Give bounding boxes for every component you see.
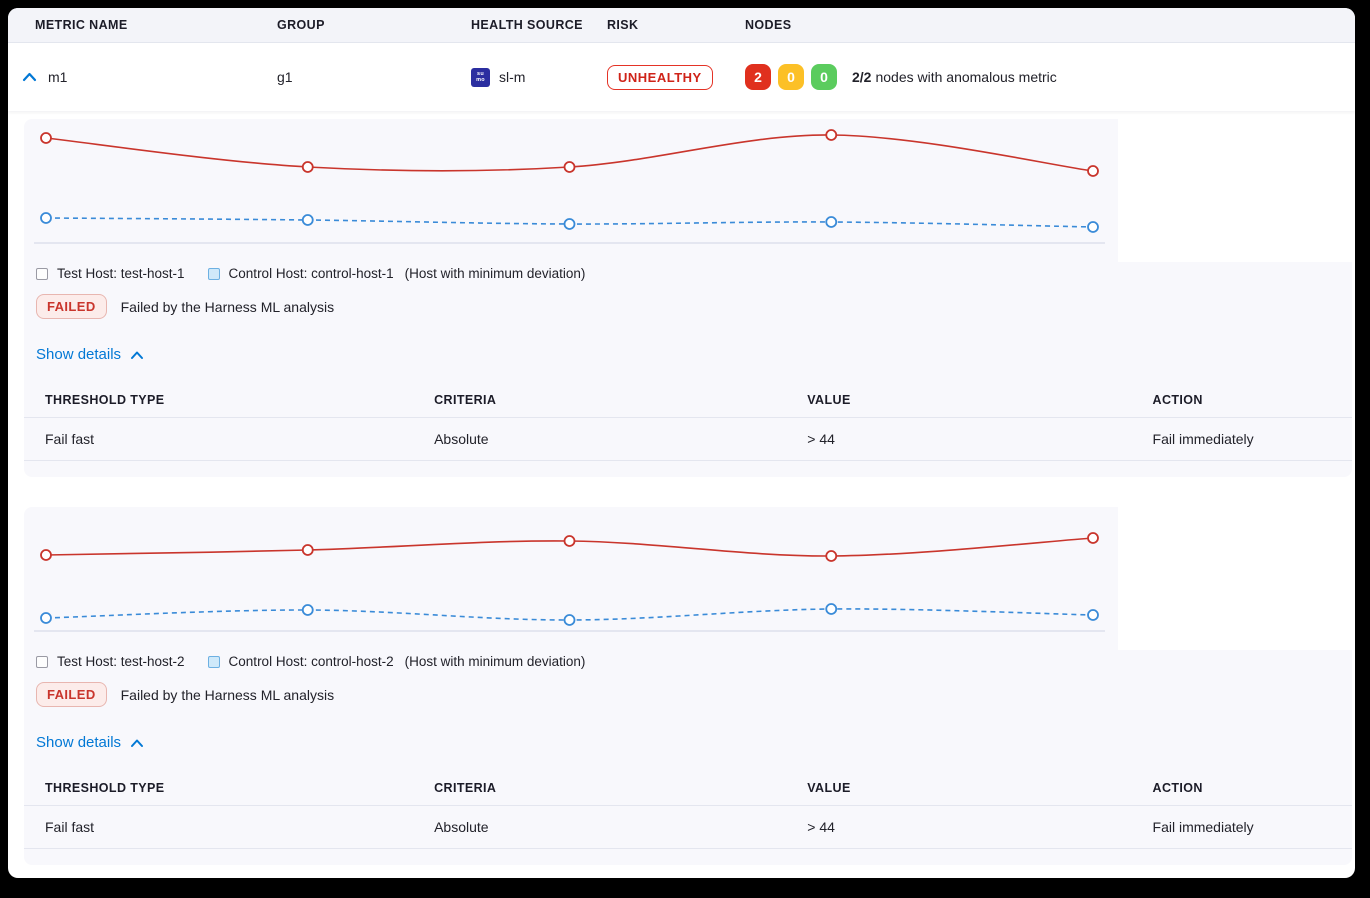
- metric-row: m1 g1 su mo sl-m UNHEALTHY 2 0 0 2/2 node…: [8, 43, 1355, 111]
- test-host-legend-label: Test Host: test-host-1: [57, 266, 185, 281]
- control-host-legend-checkbox[interactable]: [207, 655, 220, 668]
- criteria-value: Absolute: [434, 819, 489, 835]
- control-host-legend-checkbox[interactable]: [207, 267, 220, 280]
- threshold-type-header: THRESHOLD TYPE: [45, 392, 165, 407]
- show-details-toggle-2[interactable]: Show details: [36, 734, 1352, 751]
- node-count-badge-healthy: 0: [811, 64, 837, 90]
- chart-legend-1: Test Host: test-host-1 Control Host: con…: [36, 266, 1352, 281]
- analysis-status-row-2: FAILED Failed by the Harness ML analysis: [36, 682, 1352, 707]
- show-details-toggle-1[interactable]: Show details: [36, 346, 1352, 363]
- failed-status-badge: FAILED: [36, 682, 107, 707]
- column-header-group: GROUP: [277, 18, 325, 32]
- timeseries-chart-1[interactable]: [24, 119, 1105, 259]
- threshold-type-value: Fail fast: [45, 819, 95, 835]
- collapse-details-chevron-icon[interactable]: [130, 738, 144, 748]
- metric-name-value: m1: [48, 69, 68, 85]
- threshold-table-header: THRESHOLD TYPE CRITERIA VALUE ACTION: [24, 382, 1352, 418]
- risk-status-badge: UNHEALTHY: [607, 64, 713, 90]
- value-header: VALUE: [807, 780, 851, 795]
- criteria-value: Absolute: [434, 431, 489, 447]
- collapse-chevron-icon[interactable]: [22, 71, 37, 83]
- column-header-health-source: HEALTH SOURCE: [471, 18, 583, 32]
- value-value: > 44: [807, 431, 835, 447]
- action-value: Fail immediately: [1152, 819, 1254, 835]
- node-analysis-section-2: Test Host: test-host-2 Control Host: con…: [24, 507, 1352, 865]
- minimum-deviation-note: (Host with minimum deviation): [404, 266, 586, 281]
- analysis-reason-text: Failed by the Harness ML analysis: [120, 298, 335, 315]
- criteria-header: CRITERIA: [434, 780, 497, 795]
- action-value: Fail immediately: [1152, 431, 1254, 447]
- control-host-legend-label: Control Host: control-host-1: [228, 266, 394, 281]
- threshold-table-2: THRESHOLD TYPE CRITERIA VALUE ACTION Fai…: [24, 770, 1352, 849]
- health-source-value: sl-m: [499, 69, 526, 85]
- group-value: g1: [277, 69, 293, 85]
- verification-metrics-panel: METRIC NAME GROUP HEALTH SOURCE RISK NOD…: [8, 8, 1355, 878]
- column-header-nodes: NODES: [745, 18, 792, 32]
- minimum-deviation-note: (Host with minimum deviation): [404, 654, 586, 669]
- analysis-reason-text: Failed by the Harness ML analysis: [120, 686, 335, 703]
- node-count-badge-warning: 0: [778, 64, 804, 90]
- node-count-badge-unhealthy: 2: [745, 64, 771, 90]
- column-header-risk: RISK: [607, 18, 639, 32]
- value-value: > 44: [807, 819, 835, 835]
- threshold-type-value: Fail fast: [45, 431, 95, 447]
- nodes-summary-text: 2/2 nodes with anomalous metric: [852, 69, 1057, 85]
- analysis-status-row-1: FAILED Failed by the Harness ML analysis: [36, 294, 1352, 319]
- nodes-summary-count: 2/2: [852, 69, 872, 85]
- table-column-header-row: METRIC NAME GROUP HEALTH SOURCE RISK NOD…: [8, 8, 1355, 43]
- threshold-table-header: THRESHOLD TYPE CRITERIA VALUE ACTION: [24, 770, 1352, 806]
- show-details-link[interactable]: Show details: [36, 346, 122, 363]
- timeseries-chart-2[interactable]: [24, 507, 1105, 647]
- action-header: ACTION: [1152, 780, 1203, 795]
- test-host-legend-checkbox[interactable]: [36, 655, 48, 668]
- column-header-metric-name: METRIC NAME: [35, 18, 128, 32]
- sumo-logic-icon: su mo: [471, 67, 490, 87]
- chart-side-panel-2: [1118, 507, 1352, 650]
- control-host-legend-label: Control Host: control-host-2: [228, 654, 394, 669]
- criteria-header: CRITERIA: [434, 392, 497, 407]
- action-header: ACTION: [1152, 392, 1203, 407]
- collapse-details-chevron-icon[interactable]: [130, 350, 144, 360]
- nodes-summary-label: nodes with anomalous metric: [875, 69, 1057, 85]
- test-host-legend-checkbox[interactable]: [36, 267, 48, 280]
- failed-status-badge: FAILED: [36, 294, 107, 319]
- node-analysis-section-1: Test Host: test-host-1 Control Host: con…: [24, 119, 1352, 477]
- sumo-icon-line-1: su: [476, 71, 485, 77]
- threshold-table-row: Fail fast Absolute > 44 Fail immediately: [24, 418, 1352, 461]
- value-header: VALUE: [807, 392, 851, 407]
- threshold-table-row: Fail fast Absolute > 44 Fail immediately: [24, 806, 1352, 849]
- test-host-legend-label: Test Host: test-host-2: [57, 654, 185, 669]
- threshold-type-header: THRESHOLD TYPE: [45, 780, 165, 795]
- chart-side-panel-1: [1118, 119, 1352, 262]
- chart-legend-2: Test Host: test-host-2 Control Host: con…: [36, 654, 1352, 669]
- show-details-link[interactable]: Show details: [36, 734, 122, 751]
- threshold-table-1: THRESHOLD TYPE CRITERIA VALUE ACTION Fai…: [24, 382, 1352, 461]
- sumo-icon-line-2: mo: [476, 77, 485, 83]
